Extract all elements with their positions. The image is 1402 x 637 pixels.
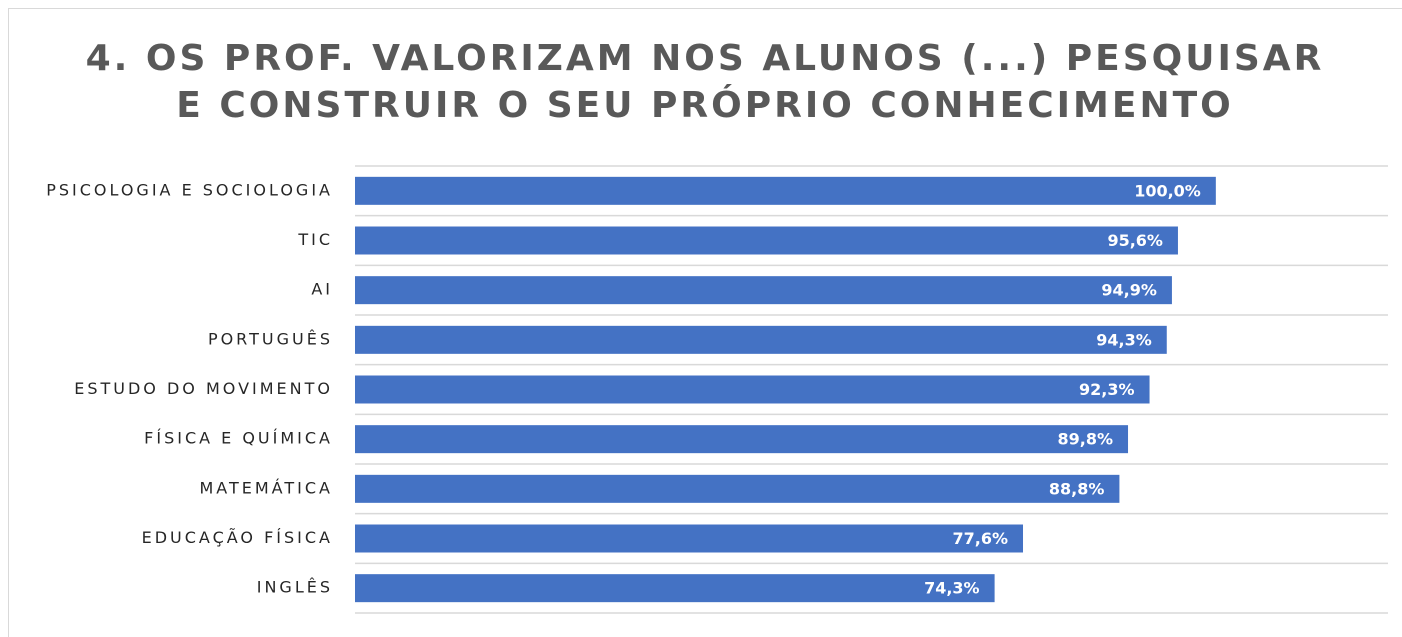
- data-label: 92,3%: [1079, 380, 1135, 399]
- data-label: 94,3%: [1096, 330, 1152, 349]
- bar: [355, 574, 995, 603]
- bar: [355, 524, 1024, 553]
- data-label: 100,0%: [1134, 181, 1201, 200]
- data-label: 77,6%: [952, 529, 1008, 548]
- data-label: 94,9%: [1101, 281, 1157, 300]
- chart-title: E CONSTRUIR O SEU PRÓPRIO CONHECIMENTO: [176, 84, 1234, 126]
- bar: [355, 474, 1120, 503]
- y-tick-label: PORTUGUÊS: [208, 329, 333, 348]
- bar: [355, 226, 1178, 255]
- bar: [355, 425, 1129, 454]
- data-label: 88,8%: [1049, 479, 1105, 498]
- y-tick-label: INGLÊS: [257, 578, 333, 597]
- bar: [355, 276, 1172, 305]
- data-label: 74,3%: [924, 579, 980, 598]
- y-tick-label: TIC: [297, 230, 333, 249]
- chart-frame: [8, 8, 1402, 637]
- bar: [355, 325, 1167, 354]
- y-tick-label: AI: [311, 280, 333, 299]
- bar: [355, 375, 1150, 404]
- y-tick-label: ESTUDO DO MOVIMENTO: [74, 379, 333, 398]
- y-tick-label: EDUCAÇÃO FÍSICA: [142, 528, 333, 547]
- chart-title: 4. OS PROF. VALORIZAM NOS ALUNOS (...) P…: [86, 38, 1325, 79]
- y-tick-label: PSICOLOGIA E SOCIOLOGIA: [46, 180, 333, 199]
- y-tick-label: MATEMÁTICA: [199, 478, 333, 497]
- bar: [355, 176, 1216, 205]
- data-label: 95,6%: [1107, 231, 1163, 250]
- y-tick-label: FÍSICA E QUÍMICA: [144, 429, 333, 448]
- data-label: 89,8%: [1058, 430, 1114, 449]
